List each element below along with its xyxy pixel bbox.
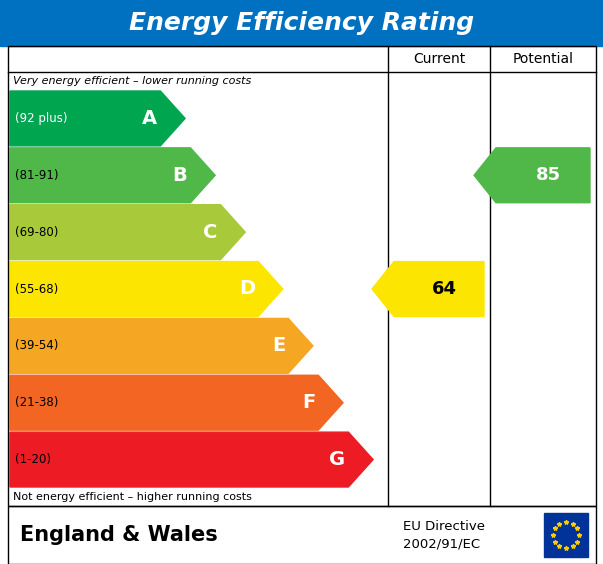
Text: (39-54): (39-54)	[15, 340, 58, 352]
Text: (1-20): (1-20)	[15, 453, 51, 466]
Text: (81-91): (81-91)	[15, 169, 58, 182]
Text: (55-68): (55-68)	[15, 283, 58, 296]
Polygon shape	[474, 148, 590, 202]
Text: Not energy efficient – higher running costs: Not energy efficient – higher running co…	[13, 492, 252, 502]
Text: F: F	[302, 393, 315, 412]
Text: Potential: Potential	[513, 52, 573, 66]
Text: England & Wales: England & Wales	[20, 525, 218, 545]
Bar	[8, 46, 596, 506]
Text: E: E	[272, 336, 285, 355]
Text: (92 plus): (92 plus)	[15, 112, 68, 125]
Polygon shape	[10, 205, 245, 259]
Text: Current: Current	[413, 52, 465, 66]
Text: C: C	[203, 223, 218, 241]
Text: EU Directive
2002/91/EC: EU Directive 2002/91/EC	[403, 519, 485, 550]
Text: 85: 85	[536, 166, 561, 184]
Text: G: G	[329, 450, 346, 469]
Text: A: A	[142, 109, 157, 128]
Polygon shape	[10, 432, 373, 487]
Text: Energy Efficiency Rating: Energy Efficiency Rating	[129, 11, 474, 35]
Text: B: B	[172, 166, 188, 185]
Bar	[8, 506, 596, 564]
Polygon shape	[10, 91, 185, 146]
Bar	[544, 513, 588, 557]
Polygon shape	[372, 262, 484, 316]
Text: (69-80): (69-80)	[15, 226, 58, 239]
Text: (21-38): (21-38)	[15, 396, 58, 409]
Text: 64: 64	[432, 280, 457, 298]
Polygon shape	[10, 319, 313, 373]
Polygon shape	[10, 148, 215, 202]
Polygon shape	[10, 262, 283, 316]
Polygon shape	[10, 375, 343, 430]
Text: Very energy efficient – lower running costs: Very energy efficient – lower running co…	[13, 76, 251, 86]
Text: D: D	[239, 280, 255, 298]
Bar	[0, 0, 603, 46]
